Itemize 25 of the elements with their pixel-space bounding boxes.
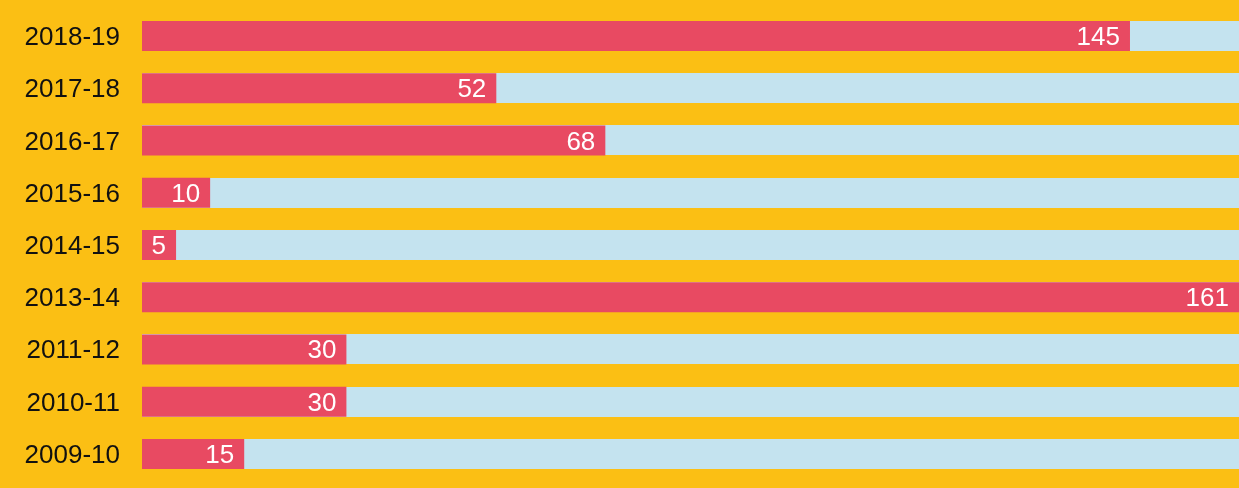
y-tick-label: 2009-10 [24, 438, 120, 469]
y-tick-label: 2011-12 [26, 334, 120, 365]
data-label: 30 [307, 334, 337, 365]
y-tick-label: 2015-16 [24, 177, 120, 208]
data-label: 161 [1185, 282, 1229, 313]
data-label: 68 [566, 125, 596, 156]
data-label: 5 [151, 230, 167, 260]
bar [142, 438, 245, 469]
data-label: 30 [307, 386, 337, 417]
bar [142, 21, 1130, 52]
y-tick-label: 2016-17 [24, 125, 120, 156]
y-tick-label: 2017-18 [24, 73, 120, 104]
y-tick-label: 2013-14 [24, 282, 120, 313]
bar [142, 334, 347, 365]
data-label: 10 [171, 177, 201, 208]
bar [142, 386, 347, 417]
y-tick-label: 2014-15 [24, 230, 120, 260]
data-label: 52 [457, 73, 487, 104]
data-label: 145 [1076, 21, 1120, 52]
y-tick-label: 2018-19 [24, 21, 120, 52]
bar [142, 125, 606, 156]
data-label: 15 [205, 438, 235, 469]
bar [142, 282, 1239, 313]
y-tick-label: 2010-11 [26, 386, 120, 417]
bar [142, 73, 497, 104]
